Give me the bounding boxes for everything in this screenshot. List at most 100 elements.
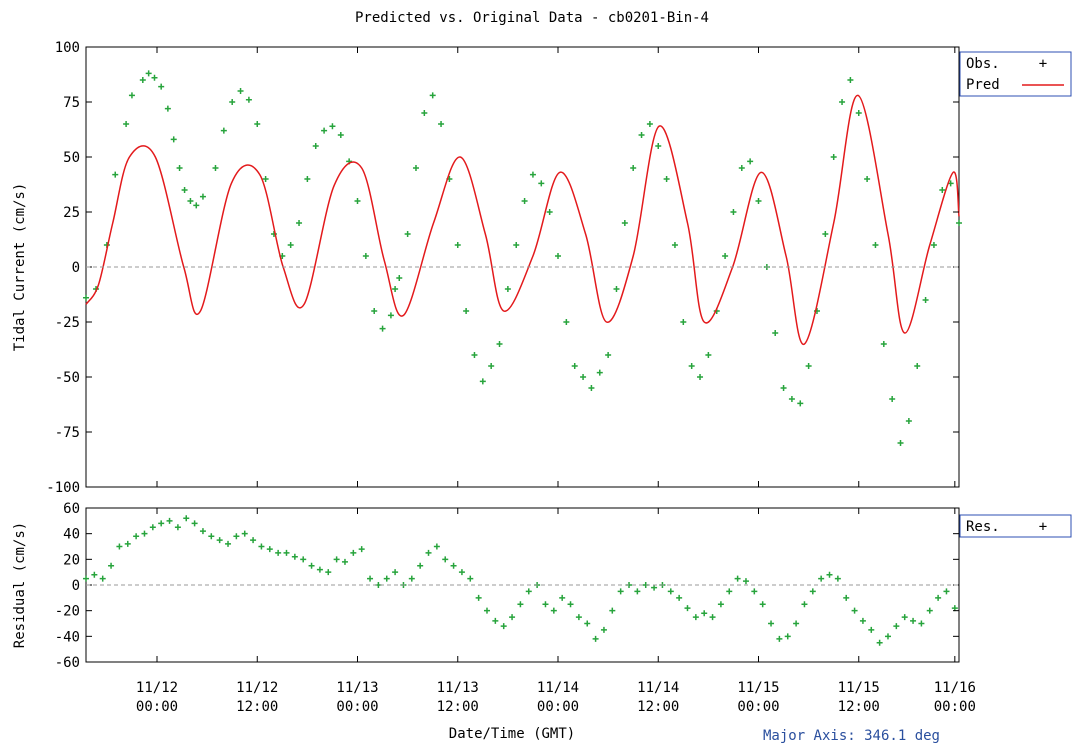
residual-point: [425, 549, 432, 556]
main-ytick-label: -75: [55, 425, 80, 441]
residual-point: [517, 601, 524, 608]
obs-point: [680, 319, 687, 325]
residual-point: [158, 520, 165, 527]
obs-point: [164, 105, 171, 112]
obs-point: [254, 121, 261, 127]
obs-point: [392, 286, 399, 292]
residual-point: [726, 588, 733, 595]
obs-point: [429, 92, 436, 99]
obs-point: [580, 374, 587, 380]
obs-point: [797, 400, 804, 407]
residual-point: [592, 635, 599, 642]
obs-point: [571, 363, 578, 369]
residual-point: [843, 594, 850, 601]
legend-label-pred: Pred: [966, 77, 1000, 93]
obs-point: [181, 187, 188, 193]
obs-point: [112, 171, 119, 178]
main-ytick-label: 50: [63, 150, 80, 166]
residual-ytick-label: -60: [55, 655, 80, 671]
obs-point: [897, 440, 904, 446]
residual-point: [550, 607, 557, 614]
residual-point: [358, 546, 365, 553]
main-ytick-label: 25: [63, 205, 80, 221]
axis-layer: -100 -75 -50 -25 0 25 50 75 100 -60 -40 -20 0 20 40 60 1…: [46, 40, 976, 715]
obs-point: [830, 154, 837, 160]
obs-point: [529, 171, 536, 178]
residual-point: [717, 601, 724, 608]
main-ytick-label: -25: [55, 315, 80, 331]
residual-point: [450, 562, 457, 569]
residual-point: [141, 530, 148, 537]
obs-point: [312, 143, 319, 149]
obs-point: [638, 132, 645, 138]
obs-point: [337, 132, 344, 138]
residual-point: [793, 620, 800, 627]
residual-point: [709, 614, 716, 621]
residual-point: [191, 520, 198, 527]
residual-point: [333, 556, 340, 563]
x-axis-label: Date/Time (GMT): [449, 726, 575, 742]
residual-point: [283, 549, 290, 556]
obs-point: [504, 286, 511, 292]
legend-marker-obs: +: [1039, 56, 1047, 72]
xtick-label-time: 12:00: [838, 699, 880, 715]
obs-point: [663, 176, 670, 182]
obs-point: [329, 123, 336, 130]
obs-point: [262, 176, 269, 182]
obs-point: [822, 231, 829, 237]
residual-point: [834, 575, 841, 582]
obs-point: [772, 330, 779, 336]
obs-point: [404, 231, 411, 237]
xtick-label-time: 00:00: [136, 699, 178, 715]
obs-point: [905, 418, 912, 424]
obs-point: [438, 121, 445, 127]
xtick-label-time: 00:00: [934, 699, 976, 715]
obs-point: [889, 396, 896, 402]
obs-point: [747, 158, 754, 165]
residual-point: [784, 633, 791, 640]
obs-point: [387, 312, 394, 319]
obs-point: [139, 77, 146, 83]
residual-point: [734, 575, 741, 582]
xtick-label-date: 11/13: [336, 680, 378, 696]
residual-point: [910, 617, 917, 624]
residual-point: [308, 562, 315, 569]
residual-ytick-label: 40: [63, 527, 80, 543]
residual-point: [458, 569, 465, 576]
residual-point: [475, 594, 482, 601]
main-legend: Obs. + Pred: [959, 51, 1072, 97]
obs-point: [199, 193, 206, 200]
xtick-label-date: 11/13: [437, 680, 479, 696]
residual-point: [851, 607, 858, 614]
residual-point: [600, 626, 607, 633]
residual-point: [291, 553, 298, 560]
obs-point: [605, 352, 612, 358]
residual-point: [149, 524, 156, 531]
residual-point: [768, 620, 775, 627]
residual-point: [383, 575, 390, 582]
residual-point: [759, 601, 766, 608]
obs-point: [158, 83, 165, 90]
residual-point: [241, 530, 248, 537]
residual-point: [392, 569, 399, 576]
residual-legend: Res. +: [959, 514, 1072, 538]
residual-point: [166, 517, 173, 524]
obs-point: [128, 92, 135, 99]
residual-point: [634, 588, 641, 595]
residual-ytick-label: -40: [55, 629, 80, 645]
legend-label-obs: Obs.: [966, 56, 1000, 72]
main-ytick-label: 100: [55, 40, 80, 56]
residual-point: [525, 588, 532, 595]
residual-point: [818, 575, 825, 582]
xtick-label-date: 11/14: [637, 680, 679, 696]
residual-point: [467, 575, 474, 582]
obs-point: [245, 96, 252, 103]
residual-point: [926, 607, 933, 614]
obs-point: [170, 136, 177, 143]
residual-point: [667, 588, 674, 595]
xtick-label-date: 11/15: [838, 680, 880, 696]
residual-point: [208, 533, 215, 540]
obs-point: [421, 110, 428, 116]
